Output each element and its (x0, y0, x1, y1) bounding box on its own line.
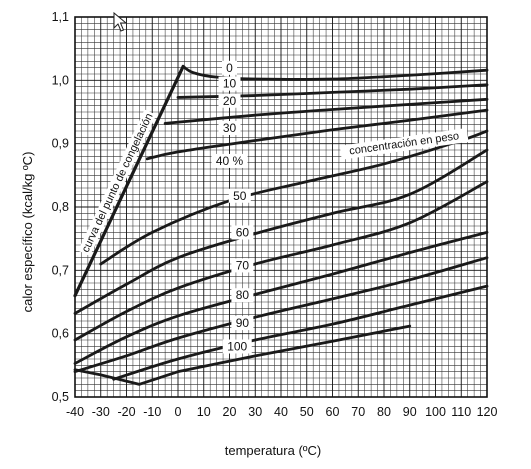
y-axis-label: calor específico (kcal/kg ºC) (20, 152, 35, 313)
x-tick-label: 40 (274, 405, 288, 419)
freezing-curve-label: curva del punto de congelación (80, 111, 156, 254)
x-axis-label: temperatura (ºC) (225, 443, 322, 458)
plot-frame (74, 16, 488, 398)
curve-label-bg (211, 153, 248, 168)
curve-20-pct (163, 97, 489, 125)
curve-label: 90 (236, 316, 250, 330)
curve-30-pct (145, 108, 489, 161)
y-tick-label: 1,0 (52, 73, 69, 87)
curve-label: 0 (226, 61, 233, 75)
x-tick-label: 70 (351, 405, 365, 419)
curve-label-bg (231, 225, 254, 240)
x-tick-label: -40 (66, 405, 84, 419)
y-tick-label: 1,1 (52, 10, 69, 24)
curve-label-bg (228, 188, 251, 203)
x-tick-label: 110 (451, 405, 471, 419)
y-tick-label: 0,5 (52, 390, 69, 404)
curve-label: 10 (223, 77, 237, 91)
curve-labels: 0 10 20 30 40 % 50 60 70 80 90 100 (211, 60, 254, 354)
x-tick-label: 60 (326, 405, 340, 419)
y-tick-label: 0,9 (52, 137, 69, 151)
curve-90-pct (112, 284, 489, 381)
mouse-cursor-icon (113, 11, 128, 32)
x-tick-label: -30 (92, 405, 110, 419)
x-tick-label: -10 (143, 405, 161, 419)
concentration-annotation-bg (339, 128, 469, 160)
y-tick-label: 0,8 (52, 200, 69, 214)
x-tick-label: 20 (223, 405, 237, 419)
concentration-annotation: concentración en peso (349, 130, 460, 157)
x-tick-label: 30 (248, 405, 262, 419)
x-tick-label: 100 (425, 405, 446, 419)
y-tick-label: 0,7 (52, 263, 69, 277)
curve-60-pct (73, 180, 489, 342)
curve-label: 80 (236, 288, 250, 302)
curve-label-bg (231, 258, 254, 273)
y-tick-labels: 0,5 0,6 0,7 0,8 0,9 1,0 1,1 (52, 10, 69, 404)
x-tick-label: 50 (300, 405, 314, 419)
x-tick-label: 0 (175, 405, 182, 419)
freezing-curve-line (73, 64, 185, 298)
curve-label: 70 (236, 258, 250, 272)
curve-label: 100 (227, 340, 247, 354)
curve-70-pct (73, 230, 489, 365)
curve-label: 30 (223, 121, 237, 135)
curve-label-bg (218, 121, 241, 135)
x-tick-label: -20 (117, 405, 135, 419)
x-tick-label: 10 (197, 405, 211, 419)
curve-50-pct (73, 148, 489, 315)
curve-label: 50 (233, 189, 247, 203)
x-tick-label: 120 (477, 405, 498, 419)
concentration-curves (73, 65, 489, 386)
curve-label: 40 % (216, 154, 244, 168)
curve-label-bg (222, 339, 252, 354)
curve-label: 20 (223, 94, 237, 108)
curve-0-pct (181, 65, 489, 81)
curve-label: 60 (236, 226, 250, 240)
curve-80-pct (73, 256, 489, 374)
curve-label-bg (218, 76, 241, 91)
curve-label-bg (218, 93, 241, 108)
freezing-curve (73, 64, 185, 298)
freezing-curve-label-bg (78, 109, 157, 257)
curve-100-pct (73, 324, 412, 386)
curve-label-bg (222, 60, 237, 75)
curve-label-bg (231, 316, 254, 331)
y-tick-label: 0,6 (52, 327, 69, 341)
x-tick-label: 80 (377, 405, 391, 419)
curve-label-bg (231, 288, 254, 303)
x-tick-label: 90 (403, 405, 417, 419)
x-tick-labels: -40 -30 -20 -10 0 10 20 30 40 50 60 70 80 90 100 110 120 (66, 405, 498, 419)
